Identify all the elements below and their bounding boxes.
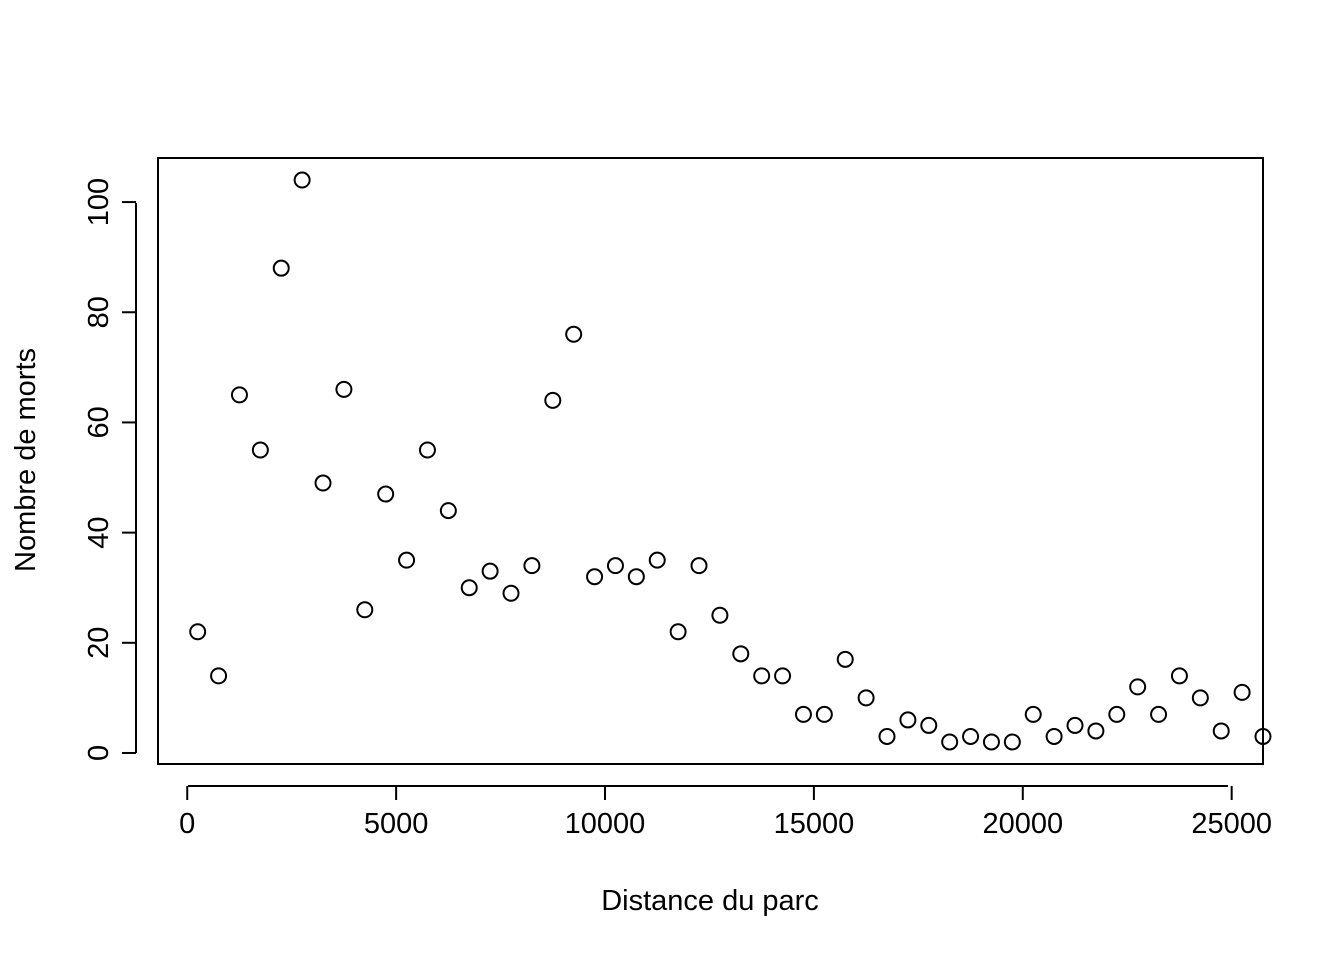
data-point	[460, 579, 478, 597]
data-point	[586, 568, 604, 586]
data-point	[648, 551, 666, 569]
x-axis-ticks: 0 5000 10000 15000 20000 25000	[179, 786, 1272, 840]
data-point	[439, 502, 457, 520]
x-tick-label: 5000	[364, 808, 429, 840]
data-point	[356, 601, 374, 619]
plot-frame	[157, 157, 1264, 765]
data-point	[920, 716, 938, 734]
y-tick-label: 40	[83, 516, 115, 548]
data-point	[962, 727, 980, 745]
data-point	[690, 557, 708, 575]
data-point	[293, 171, 311, 189]
data-point	[982, 733, 1000, 751]
data-point	[251, 441, 269, 459]
data-point	[189, 623, 207, 641]
data-point	[627, 568, 645, 586]
data-point	[544, 391, 562, 409]
data-point	[502, 584, 520, 602]
y-tick-label: 100	[83, 178, 115, 226]
data-point	[1129, 678, 1147, 696]
data-point	[794, 705, 812, 723]
data-point	[377, 485, 395, 503]
data-point	[1233, 683, 1251, 701]
x-tick-label: 20000	[982, 808, 1063, 840]
data-points	[189, 171, 1272, 751]
data-point	[606, 557, 624, 575]
data-point	[857, 689, 875, 707]
data-point	[878, 727, 896, 745]
data-point	[1024, 705, 1042, 723]
data-point	[1003, 733, 1021, 751]
data-point	[230, 386, 248, 404]
data-point	[899, 711, 917, 729]
data-point	[314, 474, 332, 492]
y-tick-label: 60	[83, 406, 115, 438]
data-point	[335, 380, 353, 398]
y-tick-label: 20	[83, 627, 115, 659]
y-axis-ticks: 0 20 40 60 80 100	[83, 178, 136, 761]
x-axis-label: Distance du parc	[601, 885, 819, 917]
data-point	[398, 551, 416, 569]
data-point	[565, 325, 583, 343]
data-point	[1087, 722, 1105, 740]
data-point	[523, 557, 541, 575]
data-point	[669, 623, 687, 641]
data-point	[1254, 727, 1272, 745]
x-tick-label: 10000	[565, 808, 646, 840]
data-point	[1150, 705, 1168, 723]
x-tick-label: 0	[179, 808, 195, 840]
data-point	[1191, 689, 1209, 707]
data-point	[1045, 727, 1063, 745]
x-tick-label: 15000	[774, 808, 855, 840]
data-point	[1212, 722, 1230, 740]
data-point	[210, 667, 228, 685]
data-point	[272, 259, 290, 277]
data-point	[711, 606, 729, 624]
data-point	[481, 562, 499, 580]
y-tick-label: 80	[83, 296, 115, 328]
data-point	[1108, 705, 1126, 723]
data-point	[836, 650, 854, 668]
data-point	[732, 645, 750, 663]
x-tick-label: 25000	[1191, 808, 1272, 840]
data-point	[774, 667, 792, 685]
y-tick-label: 0	[83, 745, 115, 761]
data-point	[815, 705, 833, 723]
y-axis-label: Nombre de morts	[10, 348, 42, 572]
data-point	[941, 733, 959, 751]
data-point	[1066, 716, 1084, 734]
data-point	[418, 441, 436, 459]
data-point	[753, 667, 771, 685]
data-point	[1170, 667, 1188, 685]
